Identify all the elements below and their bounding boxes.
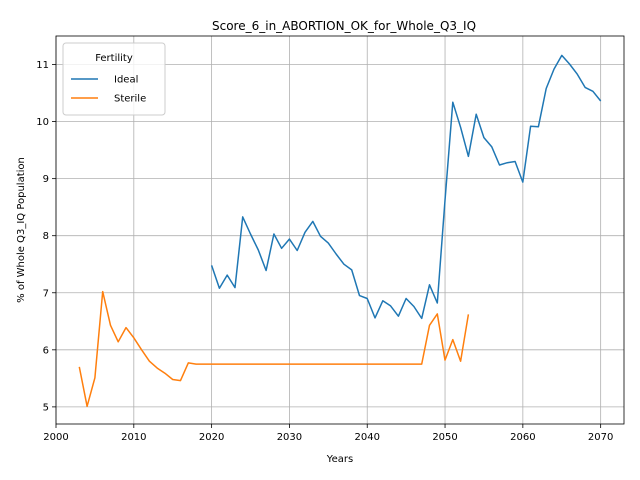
x-axis-ticks: 2000 2010 2020 2030 2040 2050 2060 2070: [43, 424, 613, 443]
x-tick-label: 2040: [355, 432, 380, 443]
x-tick-label: 2060: [510, 432, 535, 443]
x-axis-label: Years: [326, 454, 353, 465]
x-tick-label: 2030: [277, 432, 302, 443]
x-tick-label: 2050: [432, 432, 457, 443]
series-line-ideal: [210, 54, 602, 320]
y-tick-label: 7: [43, 288, 49, 299]
chart-title: Score_6_in_ABORTION_OK_for_Whole_Q3_IQ: [212, 19, 476, 33]
legend-label-ideal: Ideal: [114, 75, 138, 86]
y-tick-label: 5: [43, 402, 49, 413]
legend-label-sterile: Sterile: [114, 94, 146, 105]
y-tick-label: 8: [43, 231, 49, 242]
legend-box: [62, 42, 166, 116]
plot-frame: [55, 35, 625, 425]
legend-title: Fertility: [95, 53, 133, 64]
legend: Fertility Ideal Sterile: [62, 42, 166, 116]
series-line-sterile: [78, 290, 470, 408]
y-tick-label: 9: [43, 174, 49, 185]
y-tick-label: 11: [36, 60, 49, 71]
x-tick-label: 2020: [199, 432, 224, 443]
y-axis-ticks: 5 6 7 8 9 10 11: [36, 60, 56, 413]
series-lines: [78, 54, 602, 408]
x-tick-label: 2000: [43, 432, 68, 443]
x-tick-label: 2070: [588, 432, 613, 443]
y-tick-label: 6: [43, 345, 49, 356]
x-tick-label: 2010: [121, 432, 146, 443]
y-axis-label: % of Whole Q3_IQ Population: [16, 157, 27, 303]
y-tick-label: 10: [36, 117, 49, 128]
